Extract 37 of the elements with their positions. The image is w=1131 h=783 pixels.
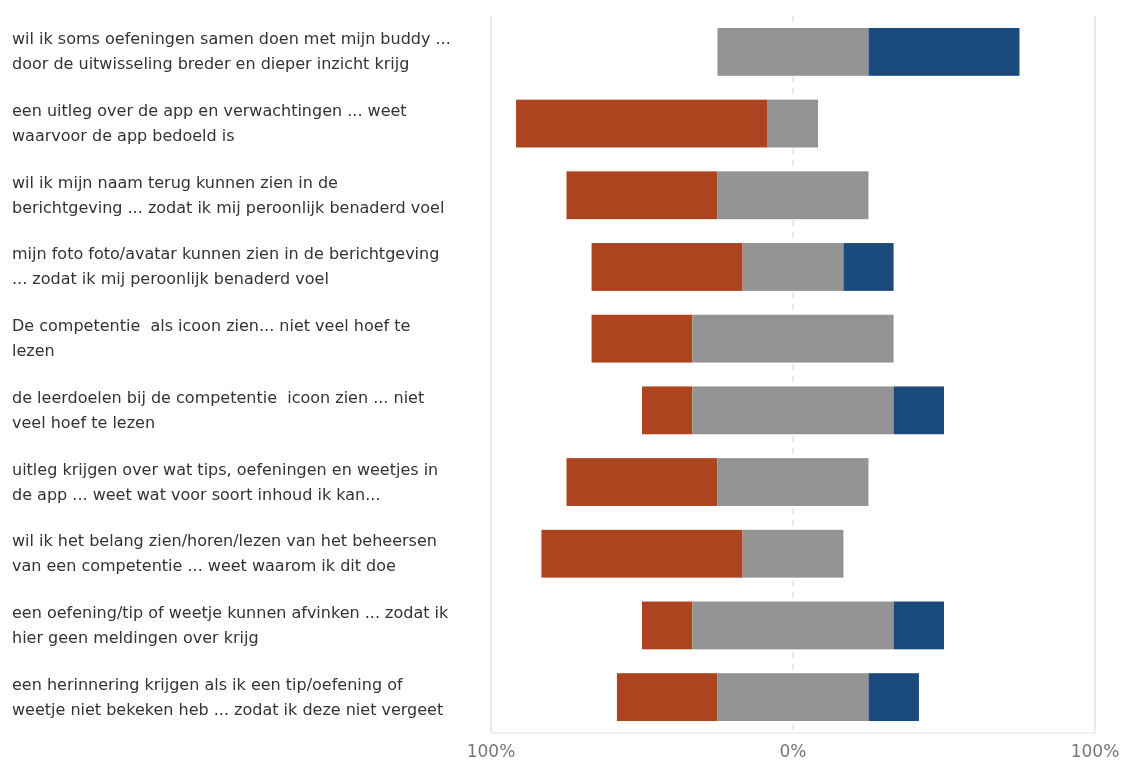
y-tick-label: uitleg krijgen over wat tips, oefeningen en weetjes in de app ... weet wat voor soort inhoud ik kan... <box>12 459 439 504</box>
bar <box>717 673 869 722</box>
y-tick-label: een herinnering krijgen als ik een tip/oefening of weetje niet bekeken heb ... zodat ik deze niet vergeet <box>12 674 444 719</box>
x-tick-label: 0% <box>779 741 807 761</box>
bar <box>692 386 894 435</box>
bar <box>868 27 1020 76</box>
y-tick-label: wil ik het belang zien/horen/lezen van het beheersen van een competentie ... weet waarom ik dit doe <box>12 530 437 575</box>
bar <box>717 27 869 76</box>
bar <box>742 529 844 578</box>
y-tick-label: de leerdoelen bij de competentie icoon zien ... niet veel hoef te lezen <box>12 387 425 432</box>
bar <box>616 673 718 722</box>
bar <box>642 601 693 650</box>
bar <box>591 243 743 291</box>
bar <box>591 314 693 363</box>
y-tick-label: een oefening/tip of weetje kunnen afvinken ... zodat ik hier geen meldingen over krijg <box>12 602 450 647</box>
bar <box>541 529 743 578</box>
y-tick-label: een uitleg over de app en verwachtingen ... weet waarvoor de app bedoeld is <box>12 100 407 145</box>
y-tick-label: mijn foto foto/avatar kunnen zien in de berichtgeving ... zodat ik mij peroonlijk benaderd voel <box>12 243 440 288</box>
bar <box>717 171 869 220</box>
bar <box>843 243 894 291</box>
x-tick-label: 100% <box>466 741 516 761</box>
bar <box>868 673 919 722</box>
bar <box>893 601 944 650</box>
x-tick-label: 100% <box>1070 741 1120 761</box>
bar <box>893 386 944 435</box>
bar <box>566 171 718 220</box>
y-tick-label: wil ik mijn naam terug kunnen zien in de berichtgeving ... zodat ik mij peroonlijk benaderd voel <box>12 172 445 217</box>
bar <box>717 458 869 506</box>
bar <box>642 386 693 435</box>
bar <box>516 99 768 148</box>
bar <box>692 314 894 363</box>
y-tick-label: De competentie als icoon zien... niet veel hoef te lezen <box>12 315 411 360</box>
bar <box>566 458 718 506</box>
bar <box>742 243 844 291</box>
bar <box>767 99 819 148</box>
bar <box>692 601 894 650</box>
y-tick-label: wil ik soms oefeningen samen doen met mijn buddy ... door de uitwisseling breder en dieper inzicht krijg <box>12 28 451 73</box>
